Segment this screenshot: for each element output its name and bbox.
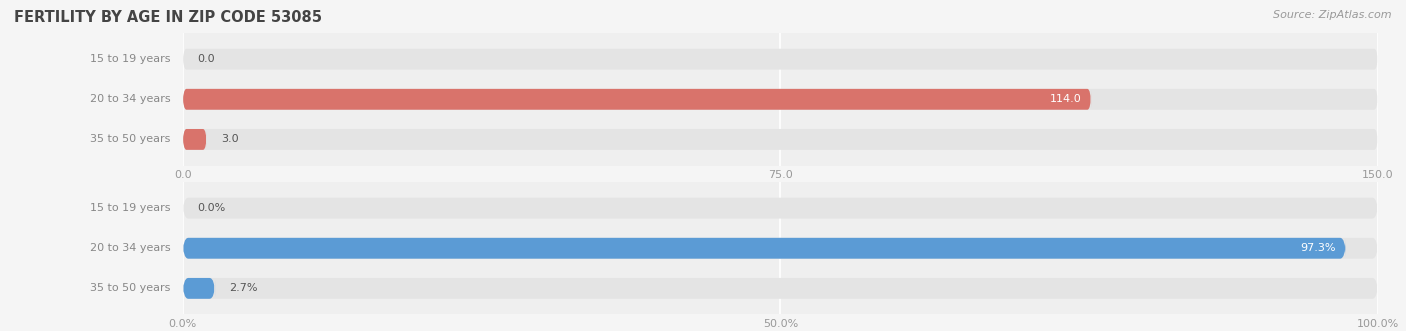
FancyBboxPatch shape bbox=[183, 198, 1378, 218]
Text: 0.0%: 0.0% bbox=[197, 203, 225, 213]
Text: 35 to 50 years: 35 to 50 years bbox=[90, 134, 172, 144]
Text: 35 to 50 years: 35 to 50 years bbox=[90, 283, 172, 293]
FancyBboxPatch shape bbox=[183, 129, 207, 150]
Text: 20 to 34 years: 20 to 34 years bbox=[90, 243, 172, 253]
Text: 20 to 34 years: 20 to 34 years bbox=[90, 94, 172, 104]
Text: 0.0: 0.0 bbox=[197, 54, 215, 64]
FancyBboxPatch shape bbox=[183, 238, 1378, 259]
Text: Source: ZipAtlas.com: Source: ZipAtlas.com bbox=[1274, 10, 1392, 20]
FancyBboxPatch shape bbox=[183, 278, 215, 299]
Text: 114.0: 114.0 bbox=[1050, 94, 1081, 104]
FancyBboxPatch shape bbox=[183, 89, 1091, 110]
FancyBboxPatch shape bbox=[183, 278, 1378, 299]
Text: 3.0: 3.0 bbox=[221, 134, 239, 144]
Text: 15 to 19 years: 15 to 19 years bbox=[90, 54, 172, 64]
FancyBboxPatch shape bbox=[183, 89, 1378, 110]
Text: 2.7%: 2.7% bbox=[229, 283, 257, 293]
FancyBboxPatch shape bbox=[183, 49, 1378, 70]
Text: 15 to 19 years: 15 to 19 years bbox=[90, 203, 172, 213]
Text: FERTILITY BY AGE IN ZIP CODE 53085: FERTILITY BY AGE IN ZIP CODE 53085 bbox=[14, 10, 322, 25]
Text: 97.3%: 97.3% bbox=[1301, 243, 1336, 253]
FancyBboxPatch shape bbox=[183, 129, 1378, 150]
FancyBboxPatch shape bbox=[183, 238, 1346, 259]
